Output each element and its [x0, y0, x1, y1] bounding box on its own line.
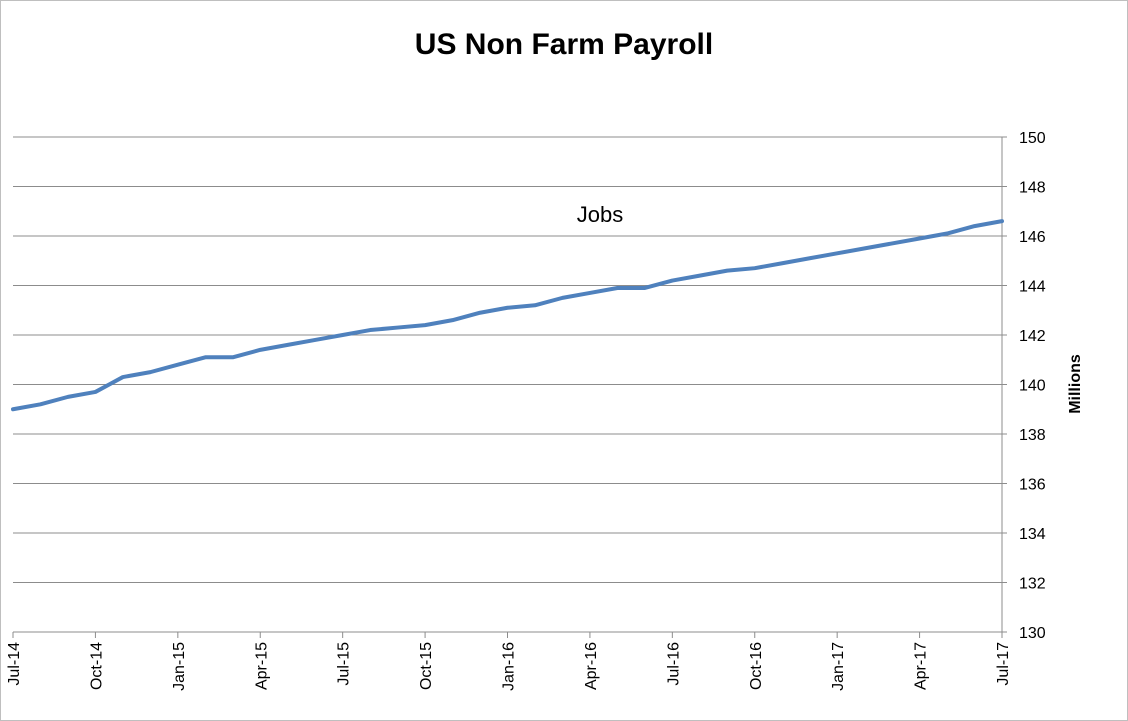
jobs-annotation: Jobs: [577, 202, 623, 227]
x-tick-label: Apr-15: [253, 642, 270, 690]
y-tick-label: 130: [1019, 625, 1046, 642]
x-tick-label: Oct-15: [418, 642, 435, 690]
x-tick-label: Jan-15: [171, 642, 188, 691]
x-tick-label: Oct-14: [88, 642, 105, 690]
x-tick-label: Jul-16: [665, 642, 682, 686]
y-tick-label: 140: [1019, 378, 1046, 395]
x-tick-label: Jul-14: [6, 642, 23, 686]
series-line-0: [11, 219, 1004, 412]
y-tick-label: 136: [1019, 477, 1046, 494]
x-tick-label: Apr-16: [583, 642, 600, 690]
y-tick-label: 146: [1019, 229, 1046, 246]
y-tick-label: 132: [1019, 576, 1046, 593]
axes: [12, 136, 1007, 638]
x-tick-label: Apr-17: [913, 642, 930, 690]
y-tick-label: 148: [1019, 180, 1046, 197]
y-tick-label: 142: [1019, 328, 1046, 345]
chart-title: US Non Farm Payroll: [415, 28, 713, 61]
y-axis-label: Millions: [1067, 354, 1084, 414]
gridlines: [13, 136, 1002, 583]
x-tick-label: Oct-16: [748, 642, 765, 690]
x-tick-labels: Jul-14 Oct-14 Jan-15 Apr-15 Jul-15 Oct-15 Jan-…: [6, 642, 1012, 691]
y-tick-label: 150: [1019, 130, 1046, 147]
x-tick-label: Jul-17: [995, 642, 1012, 686]
y-tick-labels: 130 132 134 136 138 140 142 144 146 148 150: [1019, 130, 1046, 642]
y-tick-label: 144: [1019, 279, 1046, 296]
y-tick-label: 138: [1019, 427, 1046, 444]
y-tick-label: 134: [1019, 526, 1046, 543]
x-tick-label: Jul-15: [336, 642, 353, 686]
x-tick-label: Jan-17: [830, 642, 847, 691]
series-layer: [11, 219, 1004, 412]
x-tick-label: Jan-16: [501, 642, 518, 691]
